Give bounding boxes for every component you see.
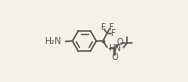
Text: HN: HN bbox=[108, 44, 121, 53]
Text: F: F bbox=[100, 23, 105, 32]
Text: O: O bbox=[117, 38, 123, 47]
Text: O: O bbox=[111, 53, 118, 62]
Text: F: F bbox=[108, 23, 113, 32]
Text: H₂N: H₂N bbox=[44, 37, 61, 46]
Text: F: F bbox=[110, 29, 115, 38]
